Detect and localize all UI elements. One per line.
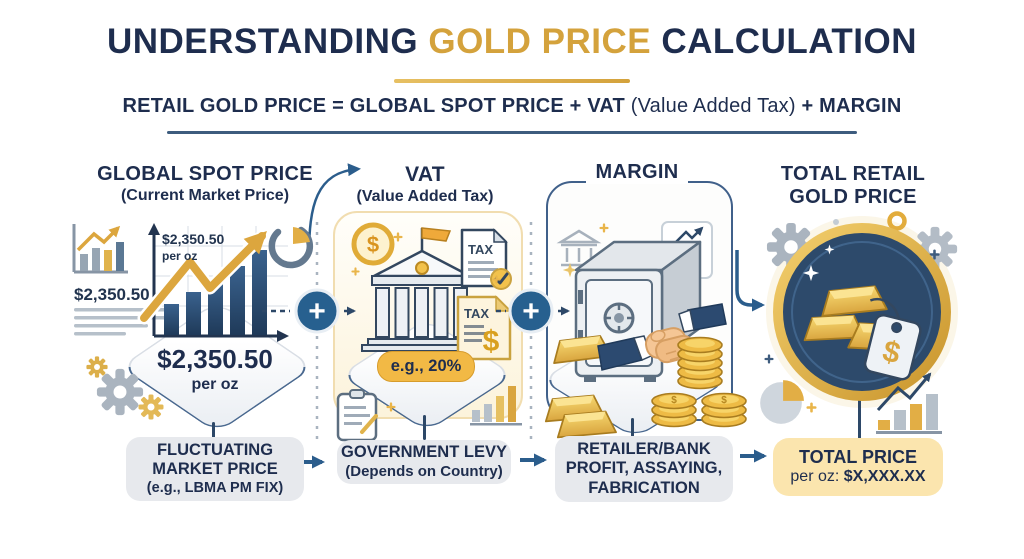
coin-dollar: $ [671,395,677,406]
growth-chart-icon [876,372,942,434]
margin-connector [631,418,634,437]
total-footer-line2: per oz: $X,XXX.XX [790,468,925,487]
coin-dollar: $ [721,395,727,406]
margin-footer-line3: FABRICATION [588,478,700,497]
total-footer-line1: TOTAL PRICE [798,446,917,467]
vat-subtitle: (Value Added Tax) [356,188,494,205]
coin-dollar: $ [367,232,379,257]
sparkle-plus-icon [764,354,774,364]
formula-lhs: RETAIL GOLD PRICE [122,95,327,117]
pie-chart-icon [760,380,804,424]
arrow-margin-to-total [735,250,765,312]
formula-plus1: + [569,95,582,117]
plus-operator-1: + [294,288,340,334]
mini-chart-icon [72,224,128,274]
price-formula: RETAIL GOLD PRICE = GLOBAL SPOT PRICE + … [0,95,1024,118]
spot-footer-line2: MARKET PRICE [152,460,278,479]
spot-connector [212,422,215,439]
sparkle-plus-icon [806,402,817,413]
spot-side-price: $2,350.50 [74,285,150,304]
gear-icon [96,368,144,416]
margin-title: MARGIN [585,161,689,184]
vat-footer-box: GOVERNMENT LEVY (Depends on Country) [337,440,511,484]
column-header-total: TOTAL RETAIL GOLD PRICE [758,163,948,209]
dashed-separators [315,222,533,440]
formula-underline [167,131,857,134]
title-underline [394,79,630,83]
coin-stacks-icon: $ $ [651,336,747,428]
gear-icon [86,356,108,378]
total-footer-value: $X,XXX.XX [843,468,926,486]
total-title-line2: GOLD PRICE [789,186,917,208]
spot-title: GLOBAL SPOT PRICE [97,163,313,185]
big-price-unit: per oz [191,376,239,393]
plus-sign: + [522,295,540,328]
tax-doc-label: TAX [468,242,493,257]
spot-subtitle: (Current Market Price) [120,187,290,204]
bar-chart-icon [470,386,522,426]
gear-icon [138,394,164,420]
spot-footer-line3: (e.g., LBMA PM FIX) [146,479,284,496]
sparkle-plus-icon [599,223,609,233]
total-title-line1: TOTAL RETAIL [780,163,926,185]
gold-ring-icon [887,211,907,231]
price-tag-icon: $ [863,298,922,381]
tax-invoice-label: TAX [464,306,489,321]
flag-icon [421,227,452,242]
tax-invoice-icon: TAX $ [456,295,512,361]
spot-footer-line1: FLUCTUATING [156,440,274,459]
tax-document-check-icon: TAX [460,228,512,290]
vat-example: e.g., 20% [390,357,462,375]
dollar-coin-icon: $ [351,222,395,266]
pie-cycle-icon [268,226,313,269]
pencil-icon [360,414,378,434]
formula-term1: GLOBAL SPOT PRICE [349,95,564,117]
margin-footer-box: RETAILER/BANK PROFIT, ASSAYING, FABRICAT… [555,436,733,502]
total-footer-unit: per oz: [790,468,840,486]
sparkle-plus-icon [393,232,403,242]
spot-footer-box: FLUCTUATING MARKET PRICE (e.g., LBMA PM … [126,437,304,501]
formula-plus2: + [801,95,814,117]
vat-footer-line1: GOVERNMENT LEVY [341,443,507,462]
spot-big-price: $2,350.50 per oz [143,344,287,394]
title-highlight: GOLD PRICE [428,22,652,61]
vat-connector [423,415,426,440]
total-gold-medallion: $ [773,223,951,401]
formula-term2: VAT [587,95,625,117]
plus-sign: + [308,295,326,328]
chart-price-label: $2,350.50 [162,231,224,247]
title-lead: UNDERSTANDING [106,22,419,61]
formula-term2-note: (Value Added Tax) [630,95,796,117]
handshake-icon [597,303,727,371]
formula-equals: = [332,95,344,117]
page-title: UNDERSTANDING GOLD PRICE CALCULATION [0,22,1024,62]
chart-unit-label: per oz [162,249,197,263]
spot-price-chart: $2,350.50 per oz [137,223,289,342]
big-price-value: $2,350.50 [157,344,273,374]
sparkle-plus-icon [351,267,360,276]
margin-footer-line2: PROFIT, ASSAYING, [565,459,723,478]
column-header-spot: GLOBAL SPOT PRICE (Current Market Price) [70,163,340,205]
sparkle-plus-icon [386,402,396,412]
tax-invoice-dollar: $ [483,325,500,358]
total-footer-box: TOTAL PRICE per oz: $X,XXX.XX [773,438,943,496]
plus-operator-2: + [508,288,554,334]
rising-trend-arrow [140,231,267,322]
vat-example-pill: e.g., 20% [377,351,475,382]
title-tail: CALCULATION [661,22,918,61]
clipboard-pencil-icon [336,389,378,442]
total-connector [858,396,861,439]
chart-bars [164,250,267,335]
dot-decoration [833,219,839,225]
margin-footer-line1: RETAILER/BANK [577,439,711,458]
column-header-vat: VAT (Value Added Tax) [335,163,515,206]
vat-footer-line2: (Depends on Country) [345,462,503,480]
formula-term3: MARGIN [819,95,902,117]
vat-title: VAT [405,163,445,186]
